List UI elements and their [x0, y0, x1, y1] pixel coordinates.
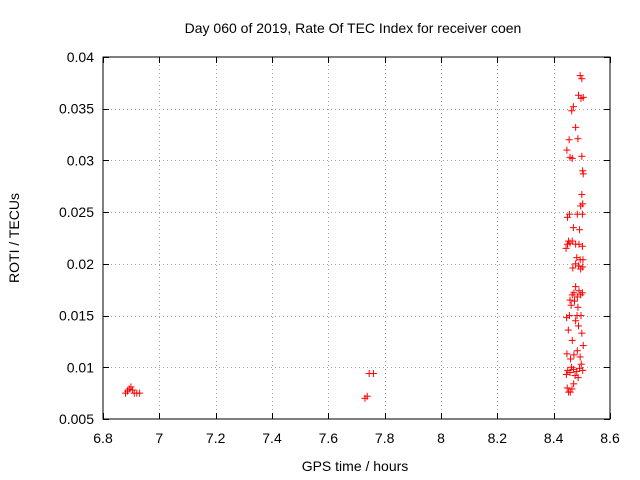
x-tick-label: 8 [437, 430, 445, 446]
data-point [579, 93, 587, 101]
y-tick-label: 0.025 [59, 204, 94, 220]
data-point [565, 312, 573, 320]
data-points [122, 72, 587, 402]
data-point [570, 289, 578, 297]
data-point [136, 389, 144, 397]
y-axis-label: ROTI / TECUs [6, 193, 22, 283]
y-tick-label: 0.015 [59, 308, 94, 324]
data-point [562, 244, 570, 252]
data-point [566, 368, 574, 376]
data-point [567, 355, 575, 363]
axis-ticks [103, 57, 611, 420]
data-point [572, 283, 580, 291]
data-point [572, 317, 580, 325]
data-point [574, 303, 582, 311]
x-tick-label: 8.4 [544, 430, 564, 446]
x-tick-label: 6.8 [93, 430, 113, 446]
data-point [579, 342, 587, 350]
grid [103, 57, 610, 419]
data-point [565, 136, 573, 144]
data-point [579, 200, 587, 208]
y-tick-labels: 0.005 0.01 0.015 0.02 0.025 0.03 0.035 0.04 [59, 49, 94, 427]
data-point [571, 297, 579, 305]
data-point [566, 296, 574, 304]
data-point [566, 388, 574, 396]
y-tick-label: 0.02 [67, 256, 94, 272]
data-point [568, 107, 576, 115]
data-point [569, 103, 577, 111]
data-point [563, 146, 571, 154]
y-tick-label: 0.005 [59, 411, 94, 427]
data-point [127, 383, 135, 391]
data-point [578, 242, 586, 250]
data-point [577, 360, 585, 368]
data-point [578, 289, 586, 297]
data-point [572, 123, 580, 131]
data-point [578, 210, 586, 218]
y-tick-label: 0.03 [67, 152, 94, 168]
data-point [568, 336, 576, 344]
data-point [578, 191, 586, 199]
data-point [129, 386, 137, 394]
data-point [574, 135, 582, 143]
data-point [565, 210, 573, 218]
data-point [576, 353, 584, 361]
x-tick-label: 7.4 [262, 430, 282, 446]
data-point [568, 237, 576, 245]
data-point [578, 75, 586, 83]
data-point [563, 350, 571, 358]
data-point [562, 371, 570, 379]
y-tick-label: 0.04 [67, 49, 94, 65]
chart-title: Day 060 of 2019, Rate Of TEC Index for r… [185, 20, 522, 36]
x-tick-label: 8.6 [600, 430, 620, 446]
data-point [579, 167, 587, 175]
data-point [579, 366, 587, 374]
data-point [579, 170, 587, 178]
data-point [363, 392, 371, 400]
x-tick-label: 8.2 [488, 430, 508, 446]
data-point [577, 312, 585, 320]
data-point [573, 347, 581, 355]
y-tick-label: 0.01 [67, 359, 94, 375]
data-point [574, 374, 582, 382]
x-tick-label: 7.6 [319, 430, 339, 446]
data-point [578, 329, 586, 337]
plot-frame [102, 56, 611, 420]
data-point [563, 384, 571, 392]
data-point [579, 263, 587, 271]
data-point [574, 322, 582, 330]
data-point [576, 72, 584, 80]
x-axis-label: GPS time / hours [302, 458, 409, 474]
x-tick-label: 7.2 [206, 430, 226, 446]
data-point [569, 224, 577, 232]
x-tick-label: 7 [155, 430, 163, 446]
data-point [570, 380, 578, 388]
data-point [564, 326, 572, 334]
y-tick-label: 0.035 [59, 101, 94, 117]
data-point [568, 154, 576, 162]
data-point [369, 369, 377, 377]
data-point [578, 152, 586, 160]
x-tick-label: 7.8 [375, 430, 395, 446]
data-point [579, 256, 587, 264]
data-point [569, 264, 577, 272]
data-point [567, 301, 575, 309]
data-point [568, 385, 576, 393]
data-point [576, 226, 584, 234]
data-point [570, 351, 578, 359]
x-tick-labels: 6.8 7 7.2 7.4 7.6 7.8 8 8.2 8.4 8.6 [93, 430, 620, 446]
